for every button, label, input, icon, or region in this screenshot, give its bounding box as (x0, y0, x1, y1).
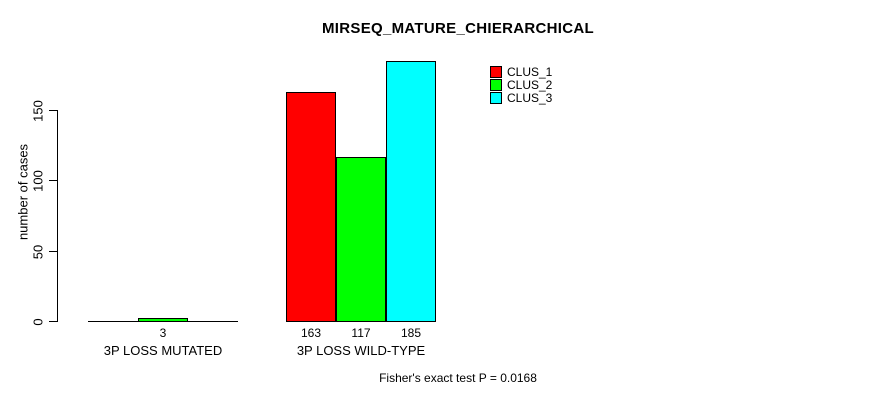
y-axis-line (57, 110, 58, 322)
legend-label: CLUS_2 (507, 77, 553, 92)
legend-item: CLUS_3 (490, 90, 553, 105)
legend-swatch-clus_2 (490, 78, 502, 91)
legend-swatch-clus_1 (490, 65, 502, 78)
legend-item: CLUS_2 (490, 77, 553, 92)
legend-label: CLUS_3 (507, 90, 553, 105)
y-axis-tick (49, 321, 57, 322)
legend-item: CLUS_1 (490, 64, 553, 79)
bar-clus_2 (138, 318, 188, 322)
legend: CLUS_1 CLUS_2 CLUS_3 (490, 64, 553, 105)
y-axis-tick-label: 0 (30, 318, 46, 326)
y-axis-tick (49, 251, 57, 252)
bar-clus_2 (336, 157, 386, 322)
y-axis-tick-label: 50 (30, 244, 46, 260)
bar-value-label: 117 (351, 326, 371, 340)
x-category-label: 3P LOSS MUTATED (103, 343, 223, 358)
bar-clus_1 (286, 92, 336, 322)
y-axis-tick (49, 180, 57, 181)
y-axis-tick (49, 110, 57, 111)
y-axis-title: number of cases (15, 143, 31, 241)
bar-clus_3 (386, 61, 436, 322)
bar-value-label: 185 (400, 326, 422, 340)
bar-value-label: 163 (300, 326, 322, 340)
chart-title: MIRSEQ_MATURE_CHIERARCHICAL (322, 20, 594, 37)
legend-swatch-clus_3 (490, 91, 502, 104)
x-category-label: 3P LOSS WILD-TYPE (296, 343, 426, 358)
bar-value-label: 3 (159, 326, 167, 340)
y-axis-tick-label: 150 (30, 100, 46, 122)
annotation-fisher-test: Fisher's exact test P = 0.0168 (379, 371, 537, 385)
y-axis-tick-label: 100 (30, 170, 46, 192)
legend-label: CLUS_1 (507, 64, 553, 79)
